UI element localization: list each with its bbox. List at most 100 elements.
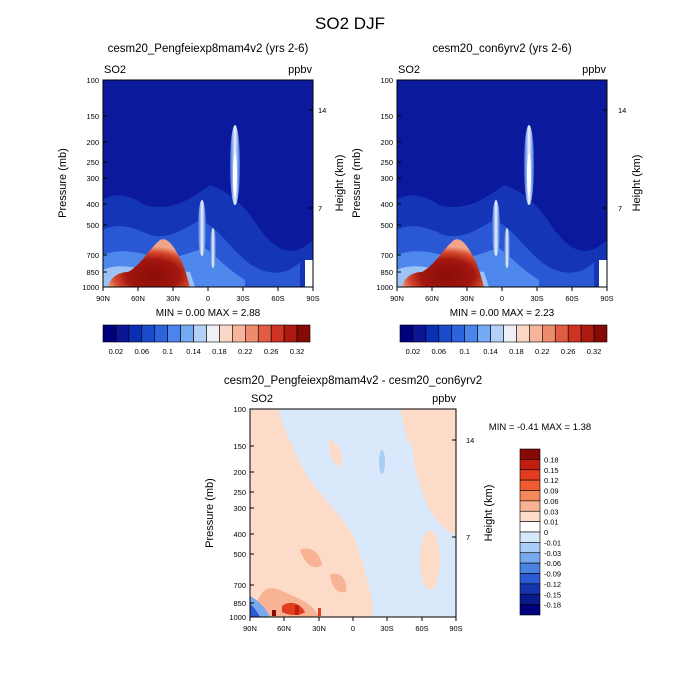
y-tick: 400 [380,200,401,209]
y-tick: 850 [86,268,107,277]
svg-text:700: 700 [86,251,99,260]
colorbar-swatch [503,324,517,343]
colorbar-swatch [519,531,541,543]
panel-2-ylabel-right: Height (km) [631,155,643,212]
colorbar-swatch [519,562,541,574]
y-right-tick: 7 [603,204,622,213]
panel-2-y-right-axis: 14 7 [603,106,626,213]
x-tick: 60N [425,287,439,303]
colorbar-label: 0.03 [544,507,559,516]
x-tick: 0 [351,617,355,633]
y-tick: 400 [233,530,254,539]
svg-text:400: 400 [380,200,393,209]
colorbar-swatch [270,324,285,343]
colorbar-label: 0.32 [587,347,602,356]
svg-text:200: 200 [233,468,246,477]
svg-text:14: 14 [466,436,474,445]
panel-2-minmax: MIN = 0.00 MAX = 2.23 [450,308,555,319]
panel-2-colorbar: 0.02 0.06 0.1 0.14 0.18 0.22 0.26 0.32 [399,324,608,356]
colorbar-swatch [296,324,311,343]
colorbar-label: 0.09 [544,487,559,496]
x-tick: 0 [206,287,210,303]
colorbar-label: -0.01 [544,538,561,547]
y-right-tick: 14 [452,436,474,445]
diff-ylabel-right: Height (km) [483,485,495,542]
diff-y-right-axis: 14 7 [452,436,474,542]
svg-text:250: 250 [380,158,393,167]
colorbar-swatch [519,500,541,512]
colorbar-swatch [206,324,220,343]
colorbar-swatch [519,479,541,491]
svg-text:30N: 30N [460,294,474,303]
diff-ylabel: Pressure (mb) [204,478,216,548]
svg-text:0: 0 [500,294,504,303]
panel-1-ylabel: Pressure (mb) [57,148,69,218]
panel-1: cesm20_Pengfeiexp8mam4v2 (yrs 2-6) SO2 p… [57,43,346,356]
svg-text:0: 0 [351,624,355,633]
y-right-tick: 14 [603,106,626,115]
colorbar-swatch [567,324,582,343]
diff-minmax: MIN = -0.41 MAX = 1.38 [489,422,591,433]
colorbar-label: 0.15 [544,466,559,475]
svg-text:30S: 30S [530,294,543,303]
colorbar-swatch [399,324,414,343]
x-tick: 90S [600,287,614,303]
y-tick: 850 [380,268,401,277]
y-tick: 150 [380,112,401,121]
svg-text:90S: 90S [600,294,613,303]
diff-title: cesm20_Pengfeiexp8mam4v2 - cesm20_con6yr… [224,375,482,387]
panel-1-field [103,80,313,287]
colorbar-swatch [412,324,427,343]
y-tick: 200 [86,138,107,147]
y-tick: 300 [233,504,254,513]
colorbar-swatch [438,324,453,343]
colorbar-swatch [154,324,168,343]
y-tick: 250 [86,158,107,167]
svg-text:60S: 60S [415,624,428,633]
colorbar-swatch [425,324,440,343]
colorbar-label: 0.32 [290,347,305,356]
colorbar-label: -0.06 [544,559,561,568]
colorbar-label: -0.12 [544,580,561,589]
colorbar-swatch [115,324,130,343]
colorbar-label: -0.09 [544,570,561,579]
svg-text:60S: 60S [565,294,578,303]
panel-1-colorbar: 0.02 0.06 0.1 0.14 0.18 0.22 0.26 0.32 [102,324,311,356]
colorbar-swatch [245,324,259,343]
diff-var-label: SO2 [251,393,273,405]
svg-text:700: 700 [233,581,246,590]
x-tick: 30S [530,287,544,303]
colorbar-swatch [257,324,272,343]
colorbar-label: 0.26 [264,347,279,356]
diff-y-axis: 100 150 200 250 300 400 500 700 850 1000 [229,405,254,622]
svg-text:850: 850 [86,268,99,277]
svg-text:500: 500 [233,550,246,559]
x-tick: 60N [131,287,145,303]
svg-text:60N: 60N [425,294,439,303]
colorbar-swatch [519,542,541,554]
svg-text:1000: 1000 [229,613,246,622]
colorbar-swatch [490,324,504,343]
y-tick: 150 [233,442,254,451]
colorbar-swatch [529,324,543,343]
svg-text:0: 0 [206,294,210,303]
diff-x-axis: 90N 60N 30N 0 30S 60S 90S [243,617,463,633]
colorbar-label: 0.18 [212,347,227,356]
x-tick: 60N [277,617,291,633]
panel-1-y-axis: 100 150 200 250 300 400 500 700 850 1000 [82,76,107,292]
svg-text:30S: 30S [236,294,249,303]
colorbar-label: 0.12 [544,476,559,485]
svg-text:300: 300 [233,504,246,513]
svg-text:90N: 90N [243,624,257,633]
svg-text:30N: 30N [312,624,326,633]
colorbar-swatch [102,324,117,343]
svg-text:90S: 90S [449,624,462,633]
svg-text:400: 400 [86,200,99,209]
svg-text:60N: 60N [131,294,145,303]
y-tick: 1000 [229,613,254,622]
y-tick: 500 [86,221,107,230]
colorbar-swatch [219,324,233,343]
x-tick: 30N [460,287,474,303]
colorbar-swatch [516,324,530,343]
svg-text:30N: 30N [166,294,180,303]
